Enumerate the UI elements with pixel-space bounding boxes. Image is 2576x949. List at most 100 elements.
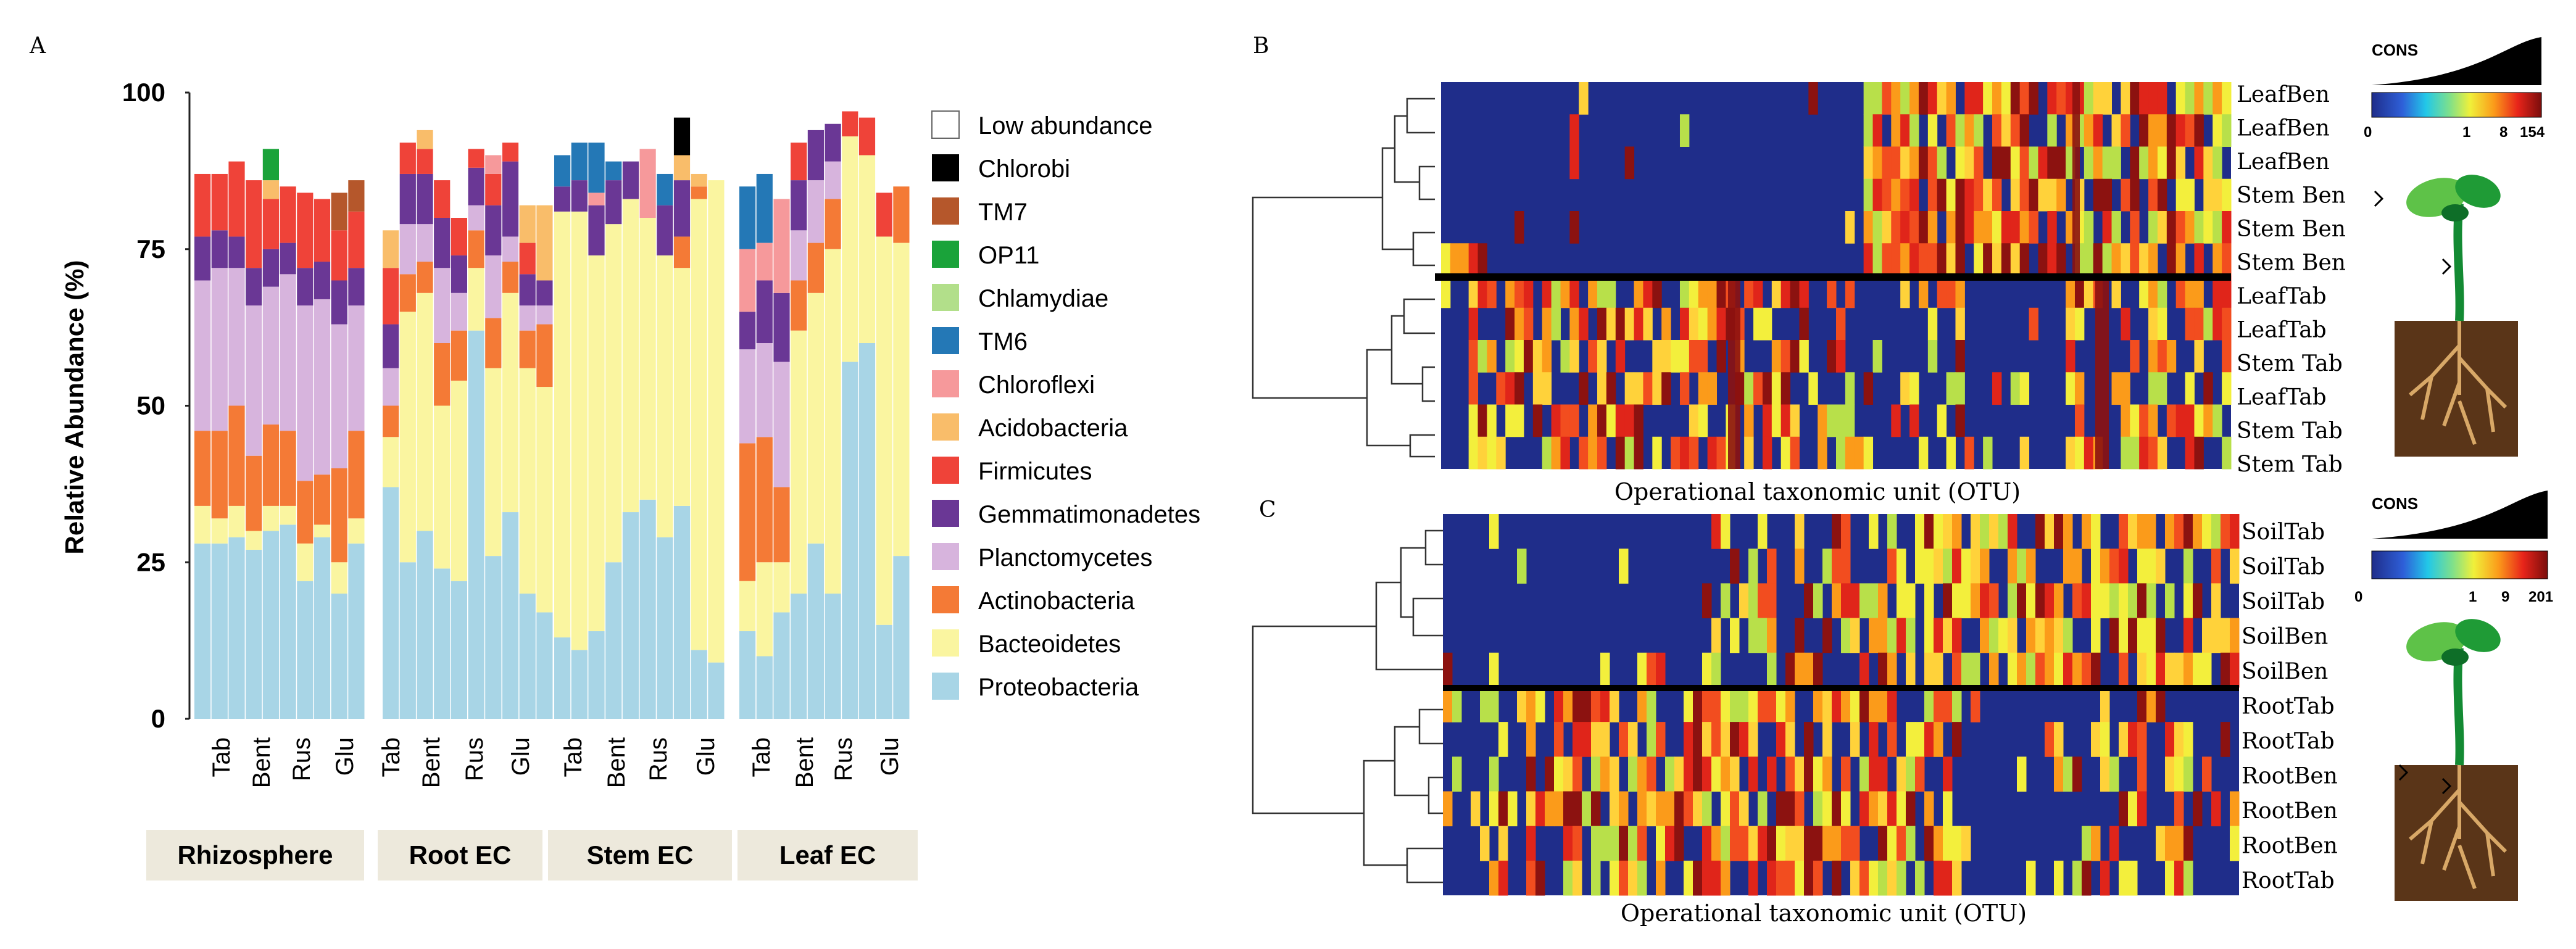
bar-segment-planctomycetes (194, 280, 211, 431)
heatmap-cell (1569, 146, 1579, 180)
heatmap-cell (1767, 652, 1777, 688)
heatmap-cell (1897, 583, 1906, 619)
heatmap-cell (2203, 178, 2213, 212)
bars (194, 111, 910, 719)
heatmap-cell (1739, 687, 1749, 723)
heatmap-cell (1918, 211, 1929, 244)
heatmap-cell (2119, 514, 2129, 549)
heatmap-cell (1634, 307, 1643, 341)
heatmap-cell (2230, 618, 2240, 653)
bar-segment-proteobacteria (502, 512, 519, 719)
heatmap-cell (2222, 372, 2232, 405)
heatmap-cell (1647, 722, 1656, 757)
bar-segment-gemmatimonadetes (571, 180, 588, 212)
heatmap-cell (1702, 826, 1712, 861)
heatmap-cell (2175, 114, 2186, 147)
heatmap-cell (1934, 652, 1943, 688)
heatmap-cell (1869, 860, 1879, 896)
heatmap-cell (1964, 114, 1974, 147)
bar-segment-op11 (262, 149, 279, 181)
heatmap-cell (2100, 756, 2110, 792)
bar-segment-actinobacteria (297, 481, 314, 544)
bar-segment-proteobacteria (876, 624, 892, 719)
bar-segment-gemmatimonadetes (554, 186, 571, 212)
heatmap-cell (2174, 860, 2184, 896)
heatmap-row-label: LeafBen (2237, 149, 2330, 175)
bar-segment-firmicutes (791, 143, 807, 181)
heatmap-cell (1915, 722, 1925, 757)
x-tick-label: Bent (603, 737, 630, 788)
heatmap-cell (2026, 860, 2036, 896)
heatmap-cell (1827, 275, 1837, 309)
heatmap-cell (1707, 372, 1718, 405)
heatmap-cell (2130, 178, 2140, 212)
heatmap-cell (1804, 652, 1814, 688)
heatmap-row-label: Stem Tab (2237, 418, 2343, 444)
heatmap-cell (2183, 756, 2193, 792)
heatmap-cell (1665, 756, 1675, 792)
heatmap-cell (1711, 722, 1721, 757)
heatmap-cell (1526, 860, 1536, 896)
heatmap-cell (2109, 583, 2119, 619)
heatmap-cell (1878, 791, 1888, 827)
colorbar-b-tick-1: 1 (2462, 124, 2470, 141)
heatmap-cell (2139, 114, 2149, 147)
heatmap-cell (2084, 82, 2094, 115)
heatmap-cell (2082, 514, 2092, 549)
heatmap-cell (1588, 436, 1598, 470)
bar-segment-firmicutes (246, 180, 262, 268)
heatmap-cell (1795, 549, 1805, 584)
bar-segment-firmicutes (331, 230, 347, 281)
heatmap-cell (2130, 82, 2140, 115)
heatmap-cell (2166, 243, 2177, 276)
heatmap-cell (2119, 549, 2129, 584)
heatmap-cell (1906, 583, 1916, 619)
heatmap-cell (1955, 404, 1965, 437)
heatmap-cell (1992, 146, 2002, 180)
heatmap-cell (1906, 618, 1916, 653)
heatmap-cell (1624, 404, 1635, 437)
colorbar-c-title: CONS (2372, 494, 2418, 513)
bar-segment-planctomycetes (280, 274, 296, 431)
colorbar-c-curve (2372, 491, 2548, 539)
heatmap-row-label: RootBen (2242, 834, 2338, 859)
heatmap-cell (2017, 756, 2027, 792)
bar-segment-actinobacteria (228, 405, 245, 506)
heatmap-cell (1980, 583, 1990, 619)
bar-segment-firmicutes (876, 193, 892, 237)
heatmap-cell (2111, 243, 2121, 276)
heatmap-cell (2156, 652, 2166, 688)
heatmap-cell (1771, 404, 1782, 437)
bar-segment-acidobacteria (383, 230, 399, 268)
legend-label: Chlamydiae (978, 285, 1108, 312)
heatmap-cell (1679, 114, 1690, 147)
bar-segment-planctomycetes (485, 255, 502, 318)
heatmap-cell (1780, 436, 1791, 470)
heatmap-cell (2139, 243, 2149, 276)
heatmap-cell (2148, 275, 2158, 309)
heatmap-cell (2212, 146, 2222, 180)
heatmap-cell (1656, 826, 1666, 861)
heatmap-cell (2074, 307, 2085, 341)
bar-segment-gemmatimonadetes (451, 255, 467, 293)
heatmap-cell (1790, 275, 1800, 309)
bar-segment-proteobacteria (451, 581, 467, 719)
x-tick-label: Glu (331, 737, 359, 776)
bar-segment-tm6 (588, 143, 605, 193)
heatmap-cell (1487, 436, 1497, 470)
x-tick-label: Tab (560, 737, 587, 777)
pointer-c-1 (2398, 764, 2409, 781)
heatmap-cell (1554, 791, 1564, 827)
heatmap-cell (1628, 826, 1638, 861)
heatmap-cell (1943, 860, 1953, 896)
legend-label: Actinobacteria (978, 587, 1135, 615)
heatmap-cell (2066, 307, 2075, 341)
heatmap-cell (2082, 826, 2092, 861)
bar-segment-bacteoidetes (331, 562, 347, 594)
bar-segment-firmicutes (228, 161, 245, 237)
heatmap-cell (1721, 826, 1730, 861)
heatmap-cell (2203, 404, 2213, 437)
heatmap-cell (1684, 722, 1693, 757)
heatmap-cell (1606, 372, 1616, 405)
